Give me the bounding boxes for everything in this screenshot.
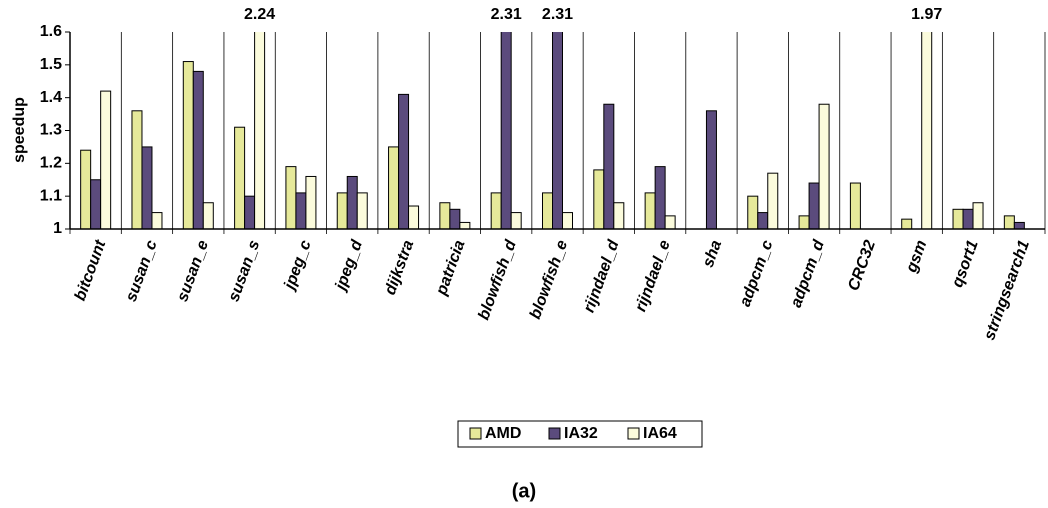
bar bbox=[644, 192, 656, 230]
bar bbox=[757, 212, 769, 230]
bar bbox=[798, 215, 810, 230]
y-tick-label: 1.1 bbox=[40, 187, 62, 204]
bar bbox=[510, 212, 522, 230]
bar bbox=[490, 192, 502, 230]
y-tick-label: 1.2 bbox=[40, 155, 62, 172]
y-axis-label: speedup bbox=[11, 97, 28, 163]
bar bbox=[952, 208, 964, 230]
bar bbox=[972, 202, 984, 230]
bar bbox=[613, 202, 625, 230]
legend-box bbox=[457, 420, 703, 448]
x-tick-label: bitcount bbox=[72, 237, 110, 303]
bar bbox=[234, 126, 246, 230]
x-tick-label: susan_e bbox=[174, 238, 212, 304]
bar bbox=[356, 192, 368, 230]
bar bbox=[131, 110, 143, 230]
x-tick-label: CRC32 bbox=[845, 238, 879, 293]
x-tick-label: gsm bbox=[903, 238, 931, 276]
x-tick-label: rijndael_d bbox=[581, 237, 623, 315]
bar bbox=[346, 175, 358, 230]
bar bbox=[336, 192, 348, 230]
y-tick-label: 1 bbox=[53, 220, 62, 237]
bar bbox=[285, 166, 297, 230]
overflow-label: 1.97 bbox=[911, 6, 942, 23]
overflow-label: 2.31 bbox=[542, 6, 573, 23]
x-tick-label: jpeg_c bbox=[281, 238, 315, 293]
bar bbox=[388, 146, 400, 230]
legend-swatch bbox=[548, 427, 561, 440]
x-tick-label: stringsearch1 bbox=[981, 238, 1033, 343]
plot-area bbox=[80, 32, 1025, 230]
bar bbox=[654, 166, 666, 230]
bar bbox=[80, 149, 92, 230]
y-tick-label: 1.5 bbox=[40, 56, 62, 73]
x-tick-label: sha bbox=[700, 238, 725, 270]
bar bbox=[901, 218, 913, 230]
bar bbox=[542, 192, 553, 230]
y-tick-label: 1.3 bbox=[40, 122, 62, 139]
bar bbox=[603, 103, 615, 230]
bar bbox=[664, 215, 676, 230]
legend-swatch bbox=[627, 427, 640, 440]
x-tick-label: adpcm_d bbox=[788, 237, 828, 310]
bar bbox=[182, 61, 194, 230]
x-tick-label: susan_c bbox=[123, 238, 161, 304]
overflow-label: 2.31 bbox=[491, 6, 522, 23]
bar bbox=[808, 182, 820, 230]
bar bbox=[305, 175, 317, 230]
bar bbox=[100, 90, 112, 230]
bar bbox=[962, 208, 974, 230]
x-tick-label: patricia bbox=[433, 238, 469, 298]
bar bbox=[398, 93, 410, 230]
bar bbox=[552, 32, 563, 230]
bar bbox=[141, 146, 153, 230]
x-tick-label: rijndael_e bbox=[632, 238, 674, 314]
x-tick-label: qsort1 bbox=[949, 238, 982, 290]
y-tick-label: 1.6 bbox=[40, 23, 62, 40]
bar bbox=[747, 195, 759, 230]
bar bbox=[202, 202, 214, 230]
x-tick-label: susan_s bbox=[225, 238, 263, 304]
y-tick-label: 1.4 bbox=[40, 89, 62, 106]
bar bbox=[459, 221, 471, 230]
legend-label: AMD bbox=[485, 425, 521, 442]
bar bbox=[593, 169, 605, 230]
legend-label: IA32 bbox=[564, 425, 598, 442]
x-tick-label: blowfish_e bbox=[527, 238, 571, 322]
bar bbox=[562, 212, 573, 230]
x-tick-label: adpcm_c bbox=[737, 238, 777, 309]
bar bbox=[818, 103, 830, 230]
overflow-label: 2.24 bbox=[244, 6, 275, 23]
bar bbox=[408, 205, 420, 230]
legend-swatch bbox=[469, 427, 482, 440]
bar bbox=[1003, 215, 1015, 230]
bar bbox=[849, 182, 861, 230]
bar bbox=[254, 32, 266, 230]
bar bbox=[192, 70, 204, 230]
bar bbox=[500, 32, 512, 230]
x-tick-label: dijkstra bbox=[382, 238, 417, 297]
caption: (a) bbox=[512, 480, 536, 502]
bar bbox=[244, 195, 256, 230]
bar bbox=[449, 208, 461, 230]
bar bbox=[439, 202, 451, 230]
bar bbox=[151, 212, 163, 230]
legend-label: IA64 bbox=[643, 425, 677, 442]
bar bbox=[921, 32, 933, 230]
bar bbox=[1013, 221, 1025, 230]
x-tick-label: jpeg_d bbox=[332, 237, 367, 294]
bar bbox=[767, 172, 779, 230]
bar bbox=[90, 179, 102, 230]
bar bbox=[705, 110, 717, 230]
x-tick-label: blowfish_d bbox=[475, 237, 520, 322]
bar bbox=[295, 192, 307, 230]
